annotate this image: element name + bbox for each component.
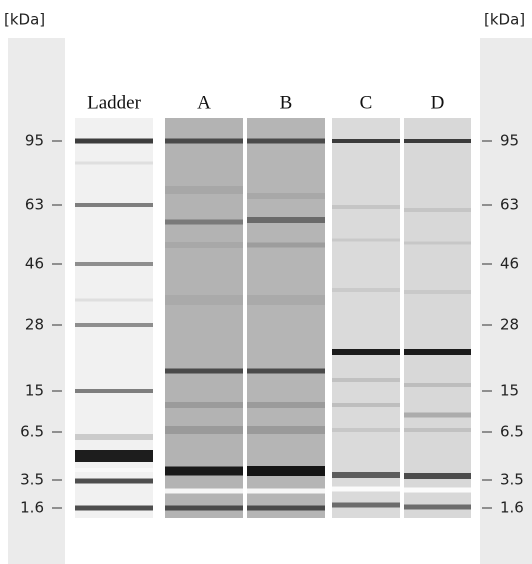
lane xyxy=(404,118,471,518)
band xyxy=(165,295,243,305)
band xyxy=(404,241,471,245)
marker-label: 15 xyxy=(25,382,44,400)
band xyxy=(332,349,400,355)
band xyxy=(404,504,471,510)
band xyxy=(332,403,400,407)
marker-label: 1.6 xyxy=(500,499,524,517)
band xyxy=(404,487,471,493)
band xyxy=(165,219,243,225)
band xyxy=(75,450,153,462)
marker-label: 63 xyxy=(500,196,519,214)
band xyxy=(247,242,325,248)
marker-label: 28 xyxy=(500,316,519,334)
band xyxy=(404,383,471,387)
marker-label: 3.5 xyxy=(500,471,524,489)
band xyxy=(75,478,153,484)
band xyxy=(247,138,325,144)
band xyxy=(332,238,400,242)
lane xyxy=(247,118,325,518)
band xyxy=(75,203,153,207)
unit-label: [kDa] xyxy=(4,11,45,29)
band xyxy=(165,505,243,511)
band xyxy=(247,368,325,374)
band xyxy=(165,138,243,144)
band xyxy=(247,426,325,434)
band xyxy=(75,505,153,511)
marker-label: 1.6 xyxy=(20,499,44,517)
marker-label: 6.5 xyxy=(500,423,524,441)
marker-label: 63 xyxy=(25,196,44,214)
band xyxy=(247,466,325,476)
band xyxy=(75,323,153,327)
marker-label: 46 xyxy=(500,255,519,273)
band xyxy=(247,193,325,199)
right-strip xyxy=(480,38,532,564)
lane xyxy=(165,118,243,518)
marker-label: 6.5 xyxy=(20,423,44,441)
band xyxy=(247,217,325,223)
band xyxy=(247,505,325,511)
marker-label: 95 xyxy=(25,132,44,150)
marker-label: 28 xyxy=(25,316,44,334)
marker-label: 95 xyxy=(500,132,519,150)
band xyxy=(332,139,400,143)
band xyxy=(75,468,153,472)
band xyxy=(404,139,471,143)
band xyxy=(75,262,153,266)
band xyxy=(404,473,471,479)
band xyxy=(165,242,243,248)
band xyxy=(404,412,471,418)
band xyxy=(165,402,243,408)
band xyxy=(404,290,471,294)
gel-lanes xyxy=(75,118,471,518)
band xyxy=(404,208,471,212)
marker-label: 15 xyxy=(500,382,519,400)
lane-label: C xyxy=(360,92,373,113)
band xyxy=(332,502,400,508)
band xyxy=(332,428,400,432)
band xyxy=(247,402,325,408)
band xyxy=(247,488,325,494)
band xyxy=(75,389,153,393)
lane-label: A xyxy=(197,92,211,113)
left-strip xyxy=(8,38,65,564)
band xyxy=(165,426,243,434)
band xyxy=(165,466,243,476)
band xyxy=(75,434,153,440)
band xyxy=(165,368,243,374)
band xyxy=(75,138,153,144)
band xyxy=(404,349,471,355)
lane-label: D xyxy=(431,92,445,113)
marker-label: 3.5 xyxy=(20,471,44,489)
band xyxy=(165,488,243,494)
band xyxy=(75,298,153,302)
band xyxy=(332,288,400,292)
band xyxy=(165,186,243,194)
band xyxy=(247,295,325,305)
marker-label: 46 xyxy=(25,255,44,273)
band xyxy=(404,428,471,432)
lane-label: B xyxy=(280,92,293,113)
band xyxy=(332,205,400,209)
lane-label: Ladder xyxy=(87,92,141,113)
lane xyxy=(332,118,400,518)
unit-label: [kDa] xyxy=(484,11,525,29)
band xyxy=(75,161,153,165)
band xyxy=(332,472,400,478)
band xyxy=(332,378,400,382)
band xyxy=(332,486,400,492)
